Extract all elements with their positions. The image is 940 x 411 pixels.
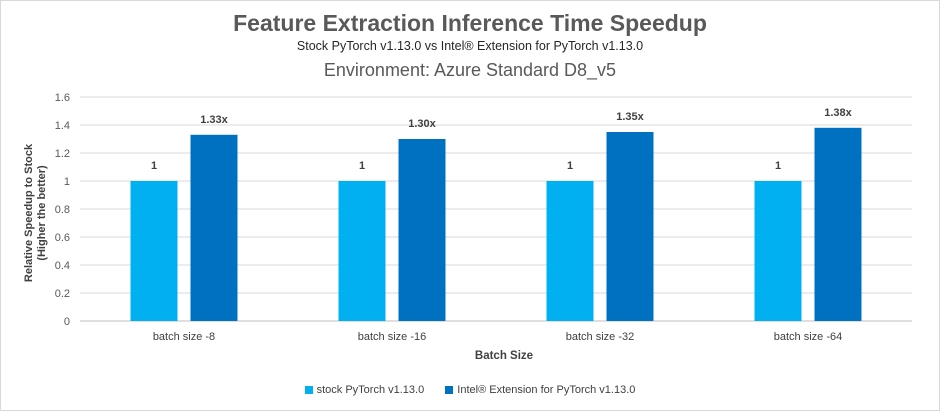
- bar-ipex: [814, 127, 862, 321]
- legend-swatch-stock: [304, 386, 313, 394]
- chart-subtitle: Stock PyTorch v1.13.0 vs Intel® Extensio…: [296, 39, 644, 53]
- x-tick-label: batch size -8: [153, 331, 215, 343]
- chart-legend: stock PyTorch v1.13.0 Intel® Extension f…: [0, 384, 940, 397]
- y-tick-label: 0.8: [55, 204, 70, 216]
- y-tick-label: 1.2: [55, 148, 70, 160]
- data-label: 1.38x: [824, 107, 852, 119]
- bar-stock: [338, 181, 386, 321]
- bar-stock: [546, 181, 594, 321]
- x-tick-label: batch size -16: [358, 331, 426, 343]
- legend-item-ipex: Intel® Extension for PyTorch v1.13.0: [445, 384, 635, 396]
- y-tick-label: 1.4: [55, 120, 70, 132]
- data-label: 1: [151, 160, 157, 172]
- chart-environment: Environment: Azure Standard D8_v5: [323, 60, 617, 80]
- legend-item-stock: stock PyTorch v1.13.0: [304, 384, 425, 396]
- y-tick-label: 1: [64, 176, 70, 188]
- bar-ipex: [398, 139, 446, 321]
- legend-label-stock: stock PyTorch v1.13.0: [316, 384, 425, 396]
- x-tick-label: batch size -64: [774, 331, 842, 343]
- x-axis-title: Batch Size: [475, 350, 533, 362]
- data-label: 1.33x: [200, 114, 228, 126]
- y-tick-label: 0.6: [55, 232, 70, 244]
- y-tick-label: 0.2: [55, 288, 70, 300]
- y-tick-label: 1.6: [55, 92, 70, 104]
- y-axis-subtitle: (Higher the better): [36, 165, 48, 261]
- chart-title: Feature Extraction Inference Time Speedu…: [233, 10, 707, 36]
- data-label: 1.35x: [616, 111, 644, 123]
- legend-swatch-ipex: [445, 386, 454, 394]
- legend-label-ipex: Intel® Extension for PyTorch v1.13.0: [457, 384, 636, 396]
- y-tick-label: 0: [64, 316, 70, 328]
- bar-stock: [754, 181, 802, 321]
- data-label: 1: [359, 160, 365, 172]
- data-label: 1: [567, 160, 573, 172]
- data-label: 1: [775, 160, 781, 172]
- bar-ipex: [606, 132, 654, 321]
- data-label: 1.30x: [408, 118, 436, 130]
- bar-ipex: [190, 134, 238, 321]
- y-tick-label: 0.4: [55, 260, 70, 272]
- y-axis-title: Relative Speedup to Stock: [23, 143, 35, 282]
- x-tick-label: batch size -32: [566, 331, 634, 343]
- bar-stock: [130, 181, 178, 321]
